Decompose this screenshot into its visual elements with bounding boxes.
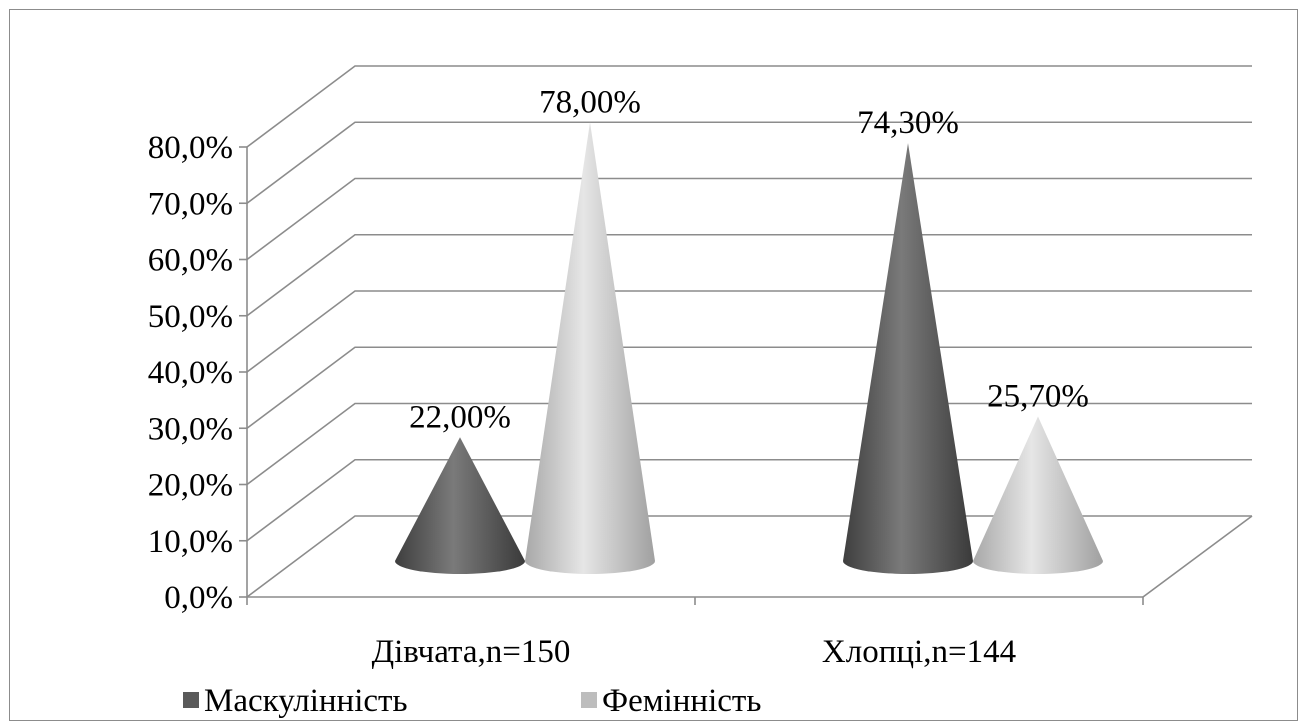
y-tick-label: 30,0% <box>148 411 233 447</box>
gridline <box>246 290 1252 373</box>
cone-femininity <box>525 122 655 574</box>
data-label: 25,70% <box>987 378 1089 414</box>
gridline <box>246 458 1252 542</box>
grid-lines <box>246 65 1252 598</box>
cones <box>395 122 1103 574</box>
category-label: Хлопці,n=144 <box>822 634 1016 670</box>
y-tick-label: 70,0% <box>148 186 233 222</box>
y-tick-label: 50,0% <box>148 299 233 335</box>
gridline <box>246 402 1252 486</box>
legend-label: Фемінність <box>602 683 761 719</box>
gridline <box>246 177 1252 261</box>
y-tick-label: 20,0% <box>148 468 233 504</box>
y-tick-label: 0,0% <box>164 580 233 616</box>
legend: Маскулінність Фемінність <box>183 683 761 719</box>
category-labels: Дівчата,n=150 Хлопці,n=144 <box>372 634 1016 670</box>
data-label: 74,30% <box>857 105 959 141</box>
y-tick-label: 40,0% <box>148 355 233 391</box>
axes <box>239 146 1253 605</box>
category-label: Дівчата,n=150 <box>372 634 571 670</box>
legend-swatch <box>581 692 597 708</box>
gridline <box>246 65 1252 148</box>
legend-label: Маскулінність <box>204 683 408 719</box>
cone-masculinity <box>395 437 525 574</box>
gridline <box>246 121 1252 204</box>
data-label: 78,00% <box>539 84 641 120</box>
y-tick-labels: 0,0% 10,0% 20,0% 30,0% 40,0% 50,0% 60,0% 70,0% 8… <box>148 130 233 616</box>
y-tick-label: 60,0% <box>148 243 233 279</box>
floor-right-edge <box>1142 515 1253 598</box>
cone-femininity <box>973 416 1103 574</box>
y-tick-label: 80,0% <box>148 130 233 166</box>
legend-swatch <box>183 692 199 708</box>
gridline <box>246 346 1252 429</box>
data-labels: 22,00% 78,00% 74,30% 25,70% <box>409 84 1089 435</box>
y-tick-label: 10,0% <box>148 524 233 560</box>
gridline <box>246 233 1252 317</box>
chart-frame <box>9 9 1298 721</box>
cone-masculinity <box>843 143 973 574</box>
data-label: 22,00% <box>409 399 511 435</box>
